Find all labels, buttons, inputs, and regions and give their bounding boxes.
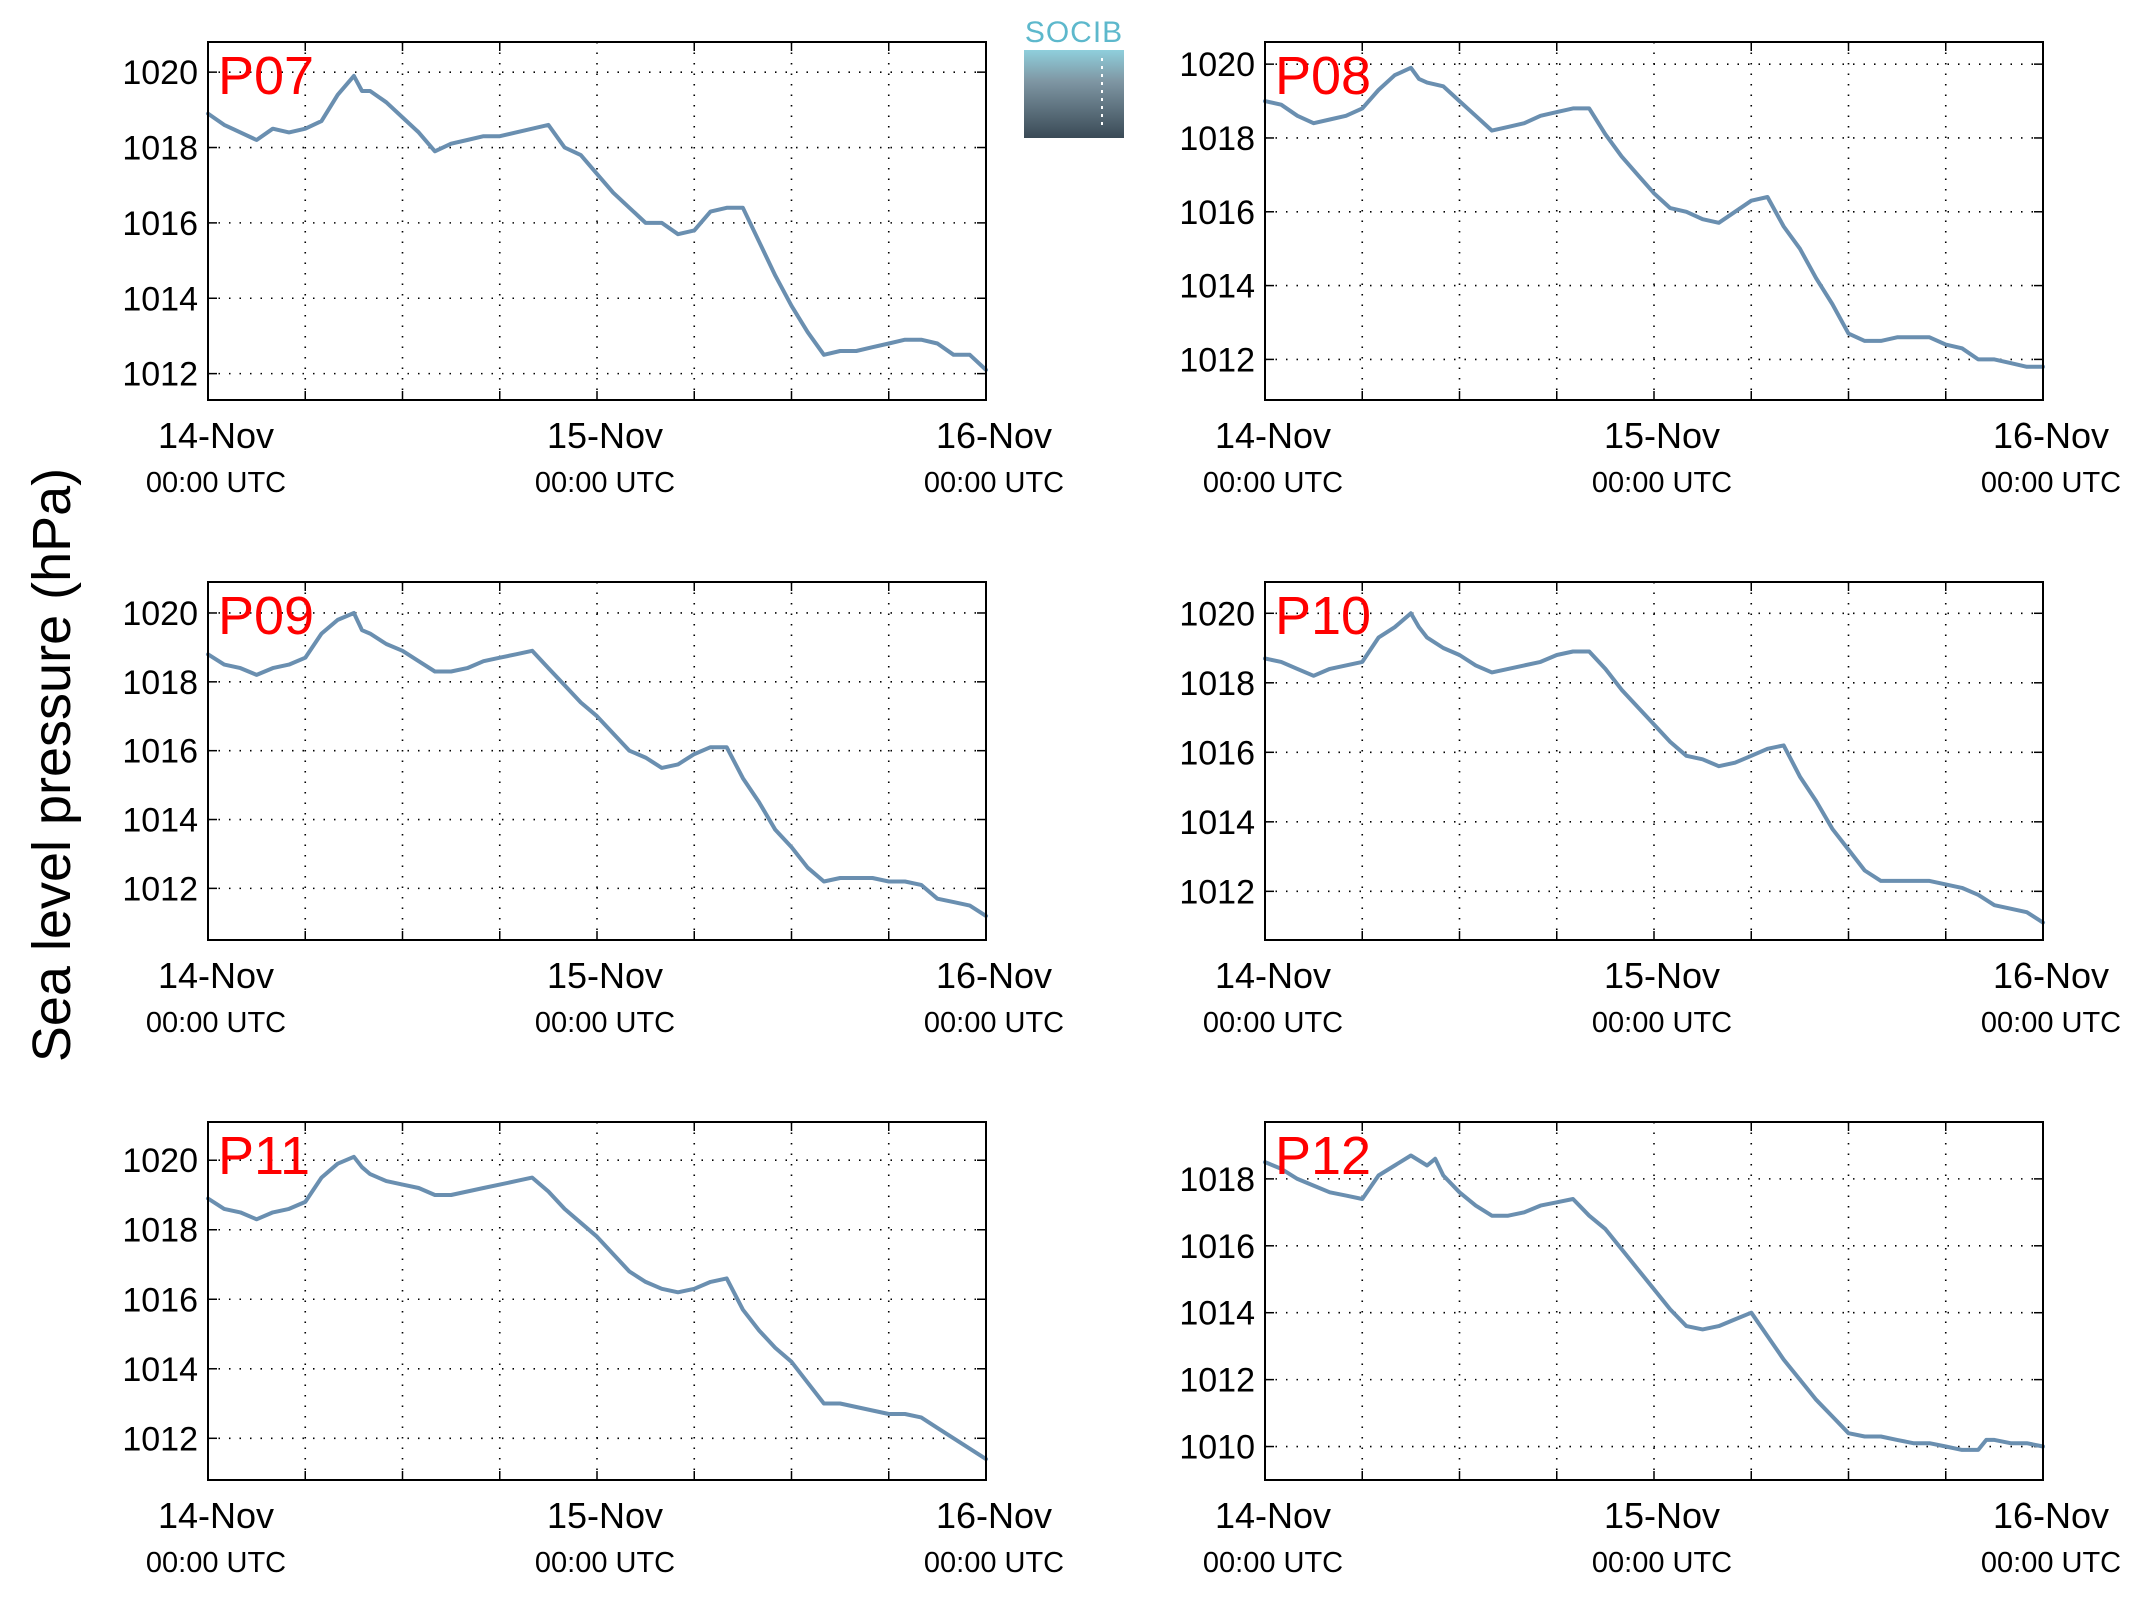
x-tick-label-time: 00:00 UTC bbox=[924, 1007, 1064, 1039]
y-tick-label: 1020 bbox=[122, 54, 198, 92]
y-tick-label: 1016 bbox=[122, 1281, 198, 1319]
x-tick-label-date: 15-Nov bbox=[547, 955, 663, 996]
socib-logo: SOCIB bbox=[1024, 16, 1124, 138]
x-tick-label-date: 15-Nov bbox=[1604, 415, 1720, 456]
x-tick-label-time: 00:00 UTC bbox=[1981, 467, 2121, 499]
y-tick-label: 1012 bbox=[122, 1420, 198, 1458]
series-line-p07 bbox=[206, 73, 988, 372]
x-tick-label-time: 00:00 UTC bbox=[1592, 1007, 1732, 1039]
y-tick-label: 1018 bbox=[122, 664, 198, 702]
y-tick-label: 1014 bbox=[1179, 268, 1255, 306]
axes-frame bbox=[1264, 581, 2044, 941]
x-tick-label-time: 00:00 UTC bbox=[535, 1547, 675, 1579]
x-tick-label-date: 16-Nov bbox=[936, 415, 1052, 456]
panel-label: P08 bbox=[1275, 46, 1371, 106]
x-tick-label-time: 00:00 UTC bbox=[146, 1547, 286, 1579]
y-tick-label: 1018 bbox=[1179, 1161, 1255, 1199]
y-tick-label: 1016 bbox=[122, 205, 198, 243]
panel-label: P09 bbox=[218, 586, 314, 646]
y-tick-label: 1014 bbox=[122, 1351, 198, 1389]
x-tick-label-date: 16-Nov bbox=[1993, 1495, 2109, 1536]
y-tick-label: 1014 bbox=[1179, 1295, 1255, 1333]
panel-label: P07 bbox=[218, 46, 314, 106]
y-tick-label: 1018 bbox=[1179, 665, 1255, 703]
y-tick-label: 1012 bbox=[1179, 873, 1255, 911]
axes-frame bbox=[1264, 1121, 2044, 1481]
x-tick-label-time: 00:00 UTC bbox=[146, 467, 286, 499]
x-tick-label-time: 00:00 UTC bbox=[535, 1007, 675, 1039]
x-tick-label-time: 00:00 UTC bbox=[1203, 1547, 1343, 1579]
x-tick-label-date: 14-Nov bbox=[1215, 415, 1331, 456]
x-tick-label-date: 15-Nov bbox=[1604, 1495, 1720, 1536]
panel-p11: 1012 1014 1016 1018 1020 14-Nov 00:00 UTC 15-No… bbox=[122, 1121, 1064, 1579]
panel-label: P10 bbox=[1275, 586, 1371, 646]
y-tick-label: 1016 bbox=[122, 733, 198, 771]
x-tick-label-date: 14-Nov bbox=[158, 955, 274, 996]
x-tick-label-date: 15-Nov bbox=[547, 415, 663, 456]
panel-p07: 1012 1014 1016 1018 1020 14-Nov 00:00 UTC 15-No… bbox=[122, 41, 1064, 499]
x-tick-label-time: 00:00 UTC bbox=[535, 467, 675, 499]
panel-p10: 1012 1014 1016 1018 1020 14-Nov 00:00 UTC 15-No… bbox=[1179, 581, 2121, 1039]
y-tick-label: 1014 bbox=[122, 280, 198, 318]
y-tick-label: 1014 bbox=[122, 802, 198, 840]
series-line-p10 bbox=[1263, 611, 2045, 925]
panel-label: P11 bbox=[218, 1126, 310, 1186]
y-tick-label: 1010 bbox=[1179, 1429, 1255, 1467]
x-tick-label-time: 00:00 UTC bbox=[924, 467, 1064, 499]
x-tick-label-time: 00:00 UTC bbox=[1592, 1547, 1732, 1579]
socib-logo-mark bbox=[1024, 50, 1124, 138]
series-line-p09 bbox=[206, 611, 988, 918]
x-tick-label-date: 14-Nov bbox=[1215, 1495, 1331, 1536]
panel-p12: 1010 1012 1014 1016 1018 14-Nov 00:00 UTC 15-No… bbox=[1179, 1121, 2121, 1579]
y-tick-label: 1016 bbox=[1179, 734, 1255, 772]
axes-frame bbox=[207, 1121, 987, 1481]
x-tick-label-time: 00:00 UTC bbox=[1981, 1007, 2121, 1039]
x-tick-label-date: 16-Nov bbox=[936, 955, 1052, 996]
y-tick-label: 1016 bbox=[1179, 194, 1255, 232]
series-line-p11 bbox=[206, 1154, 988, 1462]
panel-p08: 1012 1014 1016 1018 1020 14-Nov 00:00 UTC 15-No… bbox=[1179, 41, 2121, 499]
x-tick-label-date: 15-Nov bbox=[547, 1495, 663, 1536]
axes-frame bbox=[1264, 41, 2044, 401]
series-line-p08 bbox=[1263, 65, 2045, 369]
x-tick-label-time: 00:00 UTC bbox=[924, 1547, 1064, 1579]
x-tick-label-date: 14-Nov bbox=[158, 415, 274, 456]
y-tick-label: 1020 bbox=[1179, 595, 1255, 633]
y-tick-label: 1020 bbox=[122, 1142, 198, 1180]
axes-frame bbox=[207, 41, 987, 401]
x-tick-label-time: 00:00 UTC bbox=[1981, 1547, 2121, 1579]
x-tick-label-date: 16-Nov bbox=[1993, 415, 2109, 456]
panel-p09: 1012 1014 1016 1018 1020 14-Nov 00:00 UTC 15-No… bbox=[122, 581, 1064, 1039]
y-tick-label: 1012 bbox=[122, 356, 198, 394]
x-tick-label-date: 14-Nov bbox=[1215, 955, 1331, 996]
y-tick-label: 1020 bbox=[122, 595, 198, 633]
x-tick-label-date: 15-Nov bbox=[1604, 955, 1720, 996]
x-tick-label-date: 14-Nov bbox=[158, 1495, 274, 1536]
x-tick-label-date: 16-Nov bbox=[1993, 955, 2109, 996]
y-tick-label: 1018 bbox=[122, 130, 198, 168]
x-tick-label-time: 00:00 UTC bbox=[146, 1007, 286, 1039]
y-tick-label: 1012 bbox=[1179, 341, 1255, 379]
y-tick-label: 1014 bbox=[1179, 804, 1255, 842]
series-line-p12 bbox=[1263, 1153, 2045, 1452]
y-tick-label: 1018 bbox=[1179, 120, 1255, 158]
x-tick-label-time: 00:00 UTC bbox=[1203, 467, 1343, 499]
socib-logo-text: SOCIB bbox=[1025, 16, 1123, 49]
y-tick-label: 1012 bbox=[1179, 1362, 1255, 1400]
panel-label: P12 bbox=[1275, 1126, 1371, 1186]
x-tick-label-time: 00:00 UTC bbox=[1203, 1007, 1343, 1039]
y-axis-label: Sea level pressure (hPa) bbox=[22, 468, 82, 1062]
x-tick-label-time: 00:00 UTC bbox=[1592, 467, 1732, 499]
axes-frame bbox=[207, 581, 987, 941]
y-tick-label: 1018 bbox=[122, 1212, 198, 1250]
x-tick-label-date: 16-Nov bbox=[936, 1495, 1052, 1536]
y-tick-label: 1012 bbox=[122, 870, 198, 908]
y-tick-label: 1016 bbox=[1179, 1228, 1255, 1266]
y-tick-label: 1020 bbox=[1179, 46, 1255, 84]
